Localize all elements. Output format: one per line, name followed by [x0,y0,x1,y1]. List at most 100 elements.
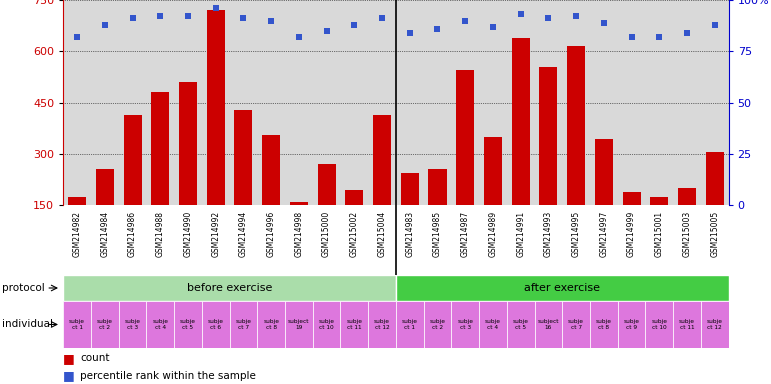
Bar [622,192,641,205]
Bar [313,301,341,348]
Text: subje
ct 2: subje ct 2 [429,319,446,330]
Bar [318,164,335,205]
Text: GSM215001: GSM215001 [655,211,664,257]
Text: GSM215002: GSM215002 [350,211,359,257]
Text: GSM214988: GSM214988 [156,211,165,257]
Text: ■: ■ [63,369,79,382]
Point [293,34,305,40]
Bar [285,301,313,348]
Text: subje
ct 5: subje ct 5 [180,319,196,330]
Bar [63,275,396,301]
Bar [479,301,507,348]
Bar [507,301,534,348]
Text: GSM214995: GSM214995 [571,211,581,257]
Text: GSM214983: GSM214983 [406,211,414,257]
Bar [146,301,174,348]
Text: GSM214996: GSM214996 [267,211,276,257]
Bar [562,301,590,348]
Text: ■: ■ [63,352,79,365]
Bar [456,70,474,205]
Bar [484,137,502,205]
Bar [618,301,645,348]
Text: subje
ct 3: subje ct 3 [457,319,473,330]
Bar [396,301,423,348]
Point [126,15,139,22]
Text: subject
16: subject 16 [537,319,559,330]
Point [182,13,194,20]
Point [321,28,333,34]
Point [403,30,416,36]
Text: GSM215005: GSM215005 [710,211,719,257]
Text: subject
19: subject 19 [288,319,310,330]
Point [681,30,693,36]
Point [99,22,111,28]
Bar [645,301,673,348]
Bar [534,301,562,348]
Text: subje
ct 4: subje ct 4 [485,319,501,330]
Bar [512,38,530,205]
Text: GSM214993: GSM214993 [544,211,553,257]
Text: GSM214994: GSM214994 [239,211,248,257]
Bar [63,301,91,348]
Bar [234,109,252,205]
Point [431,26,443,32]
Text: subje
ct 7: subje ct 7 [235,319,251,330]
Point [348,22,361,28]
Text: subje
ct 4: subje ct 4 [152,319,168,330]
Bar [68,197,86,205]
Text: subje
ct 10: subje ct 10 [318,319,335,330]
Text: subje
ct 6: subje ct 6 [207,319,224,330]
Text: subje
ct 2: subje ct 2 [97,319,113,330]
Text: before exercise: before exercise [187,283,272,293]
Text: subje
ct 9: subje ct 9 [624,319,640,330]
Point [376,15,389,22]
Point [71,34,83,40]
Bar [341,301,369,348]
Point [459,18,471,24]
Text: GSM214990: GSM214990 [183,211,193,257]
Point [265,18,278,24]
Point [598,20,610,26]
Text: GSM214991: GSM214991 [516,211,525,257]
Text: GSM215004: GSM215004 [378,211,386,257]
Bar [590,301,618,348]
Text: count: count [80,353,109,364]
Bar [91,301,119,348]
Bar [540,67,557,205]
Text: GSM214984: GSM214984 [100,211,109,257]
Text: subje
ct 8: subje ct 8 [596,319,612,330]
Point [210,5,222,11]
Text: GSM214992: GSM214992 [211,211,221,257]
Text: GSM214987: GSM214987 [461,211,470,257]
Text: individual: individual [2,319,52,329]
Bar [290,202,308,205]
Bar [123,115,142,205]
Text: subje
ct 1: subje ct 1 [402,319,418,330]
Text: after exercise: after exercise [524,283,601,293]
Bar [423,301,451,348]
Text: GSM214985: GSM214985 [433,211,442,257]
Text: subje
ct 10: subje ct 10 [651,319,667,330]
Point [570,13,582,20]
Text: subje
ct 8: subje ct 8 [263,319,279,330]
Bar [678,188,696,205]
Text: subje
ct 7: subje ct 7 [568,319,584,330]
Text: subje
ct 11: subje ct 11 [346,319,362,330]
Bar [705,152,724,205]
Bar [673,301,701,348]
Text: protocol: protocol [2,283,44,293]
Point [514,11,527,17]
Bar [701,301,729,348]
Bar [262,135,280,205]
Point [154,13,167,20]
Bar [650,197,668,205]
Point [653,34,665,40]
Text: GSM214982: GSM214982 [72,211,82,257]
Text: GSM214986: GSM214986 [128,211,137,257]
Bar [567,46,585,205]
Text: GSM214997: GSM214997 [599,211,608,257]
Text: percentile rank within the sample: percentile rank within the sample [80,371,256,381]
Text: subje
ct 3: subje ct 3 [125,319,140,330]
Bar [202,301,230,348]
Bar [96,169,114,205]
